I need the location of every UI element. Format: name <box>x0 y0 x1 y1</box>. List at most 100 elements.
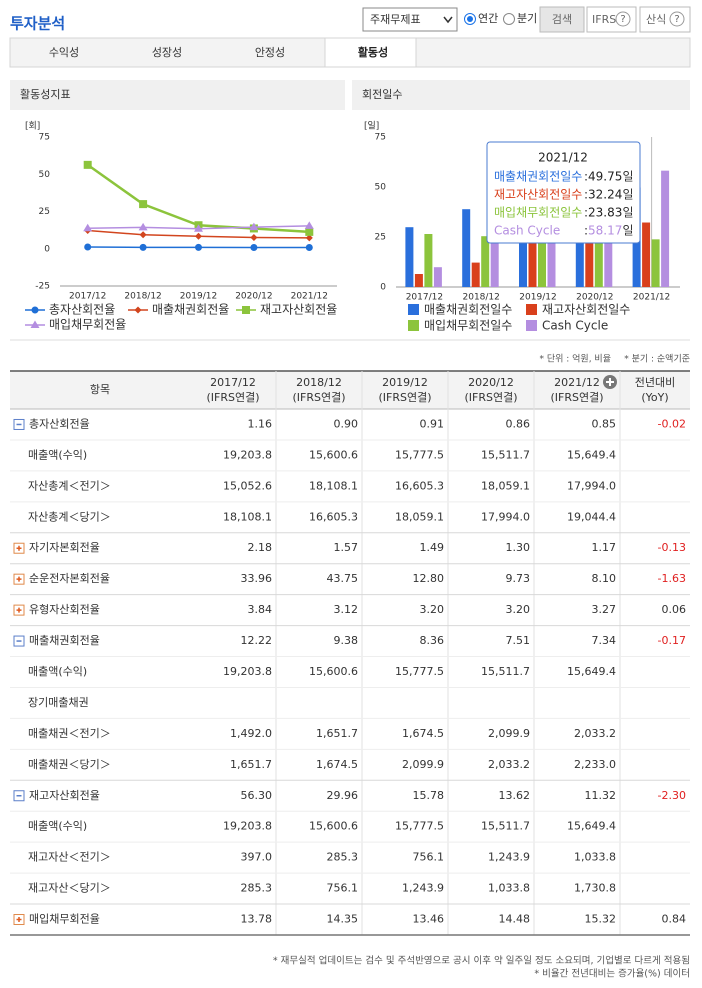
x-tick-label: 2021/12 <box>291 292 328 302</box>
tab-label[interactable]: 성장성 <box>152 46 182 59</box>
cell-value: 16,605.3 <box>309 510 358 523</box>
cell-value: 15,511.7 <box>481 448 530 461</box>
help-icon <box>669 11 685 27</box>
cell-yoy: -1.63 <box>658 572 686 585</box>
search-label[interactable]: 검색 <box>552 13 572 26</box>
legend-label[interactable]: 재고자산회전일수 <box>542 303 630 317</box>
bar <box>528 240 537 287</box>
cell-value: 1,243.9 <box>402 882 444 895</box>
cell-value: 1.17 <box>592 541 617 554</box>
panel-header <box>352 80 690 110</box>
legend-label[interactable]: 총자산회전율 <box>49 303 115 317</box>
marker <box>138 222 148 231</box>
row-label[interactable]: 자기자본회전율 <box>29 541 100 554</box>
legend-label[interactable]: 매출채권회전일수 <box>424 303 512 317</box>
cell-value: 3.27 <box>592 603 617 616</box>
header-basis: (IFRS연결) <box>378 391 431 404</box>
panel-header <box>10 80 345 110</box>
tooltip-value: 23.83 <box>588 206 622 220</box>
row-label: 매출액(수익) <box>28 820 87 833</box>
row-label: 자산총계＜전기＞ <box>28 479 111 492</box>
y-axis-unit: [일] <box>364 121 379 132</box>
formula-label[interactable]: 산식 <box>646 13 666 26</box>
cell-value: 19,203.8 <box>223 665 272 678</box>
cell-value: 1,243.9 <box>488 851 530 864</box>
x-tick-label: 2019/12 <box>180 292 217 302</box>
marker <box>305 234 313 242</box>
cell-value: 56.30 <box>241 789 273 802</box>
tooltip-value: 32.24 <box>588 188 622 202</box>
row-label[interactable]: 유형자산회전율 <box>29 603 100 616</box>
legend-label[interactable]: 재고자산회전율 <box>260 303 337 317</box>
bar <box>547 207 556 287</box>
y-tick-label: 75 <box>375 133 386 143</box>
x-tick-label: 2017/12 <box>69 292 106 302</box>
table-header-bg <box>10 371 690 409</box>
legend-label[interactable]: Cash Cycle <box>542 319 608 333</box>
marker <box>31 306 39 314</box>
cell-value: 12.80 <box>413 572 445 585</box>
header-period: 2020/12 <box>468 376 514 389</box>
x-tick-label: 2020/12 <box>235 292 272 302</box>
cell-value: 12.22 <box>241 634 273 647</box>
row-label[interactable]: 재고자산회전율 <box>29 789 100 802</box>
legend-label[interactable]: 매입채무회전율 <box>49 318 126 332</box>
tab-label[interactable]: 활동성 <box>358 45 388 59</box>
tab-label[interactable]: 안정성 <box>255 46 285 59</box>
row-label[interactable]: 매출채권회전율 <box>29 634 100 647</box>
cell-value: 1,651.7 <box>316 727 358 740</box>
toggle-sign <box>16 917 22 923</box>
legend-label[interactable]: 매출채권회전율 <box>152 303 229 317</box>
header-period: 2018/12 <box>296 376 342 389</box>
ifrs-label[interactable]: IFRS <box>592 13 616 26</box>
y-axis-unit: [회] <box>25 121 40 132</box>
cell-value: 2,099.9 <box>402 758 444 771</box>
marker <box>242 306 250 314</box>
row-label[interactable]: 순운전자본회전율 <box>29 572 110 585</box>
tab-label[interactable]: 수익성 <box>49 46 79 59</box>
cell-value: 756.1 <box>327 882 359 895</box>
tooltip-name: 재고자산회전일수 <box>494 188 582 202</box>
row-label[interactable]: 매입채무회전율 <box>29 913 100 926</box>
legend-swatch <box>526 304 537 315</box>
radio-quarter[interactable] <box>503 13 515 25</box>
y-tick-label: 25 <box>375 233 386 243</box>
marker <box>304 221 314 229</box>
bar <box>538 232 546 287</box>
cell-value: 1,492.0 <box>230 727 272 740</box>
tooltip-separator: : <box>584 170 588 184</box>
cell-value: 15,649.4 <box>567 665 616 678</box>
x-tick-label: 2017/12 <box>406 293 443 303</box>
header-basis: (IFRS연결) <box>206 391 259 404</box>
legend-label[interactable]: 매입채무회전일수 <box>424 319 512 333</box>
radio-label[interactable]: 분기 <box>517 12 537 25</box>
cell-yoy: 0.06 <box>662 603 687 616</box>
row-label: 재고자산＜전기＞ <box>28 851 111 864</box>
select-text[interactable]: 주재무제표 <box>370 13 421 26</box>
cell-value: 43.75 <box>327 572 359 585</box>
bar <box>481 236 490 287</box>
cell-value: 2,099.9 <box>488 727 530 740</box>
cell-value: 15,649.4 <box>567 448 616 461</box>
tooltip-unit: 일 <box>622 188 633 202</box>
search-button[interactable] <box>539 6 585 33</box>
marker <box>194 224 203 232</box>
bar <box>594 236 603 287</box>
radio-label[interactable]: 연간 <box>478 12 498 25</box>
cell-value: 1,674.5 <box>402 727 444 740</box>
tooltip-value: 49.75 <box>588 170 622 184</box>
cell-value: 11.32 <box>585 789 617 802</box>
legend-swatch <box>408 320 419 331</box>
toggle-sign <box>16 545 22 551</box>
tooltip <box>486 141 641 244</box>
cell-value: 2,033.2 <box>488 758 530 771</box>
toggle-sign <box>16 607 22 613</box>
marker <box>83 223 93 232</box>
cell-value: 29.96 <box>327 789 359 802</box>
x-tick-label: 2018/12 <box>463 293 500 303</box>
row-label[interactable]: 총자산회전율 <box>29 417 90 430</box>
cell-value: 2.18 <box>248 541 273 554</box>
cell-value: 9.73 <box>506 572 531 585</box>
select-box[interactable] <box>362 7 458 32</box>
cell-yoy: -0.13 <box>658 541 686 554</box>
